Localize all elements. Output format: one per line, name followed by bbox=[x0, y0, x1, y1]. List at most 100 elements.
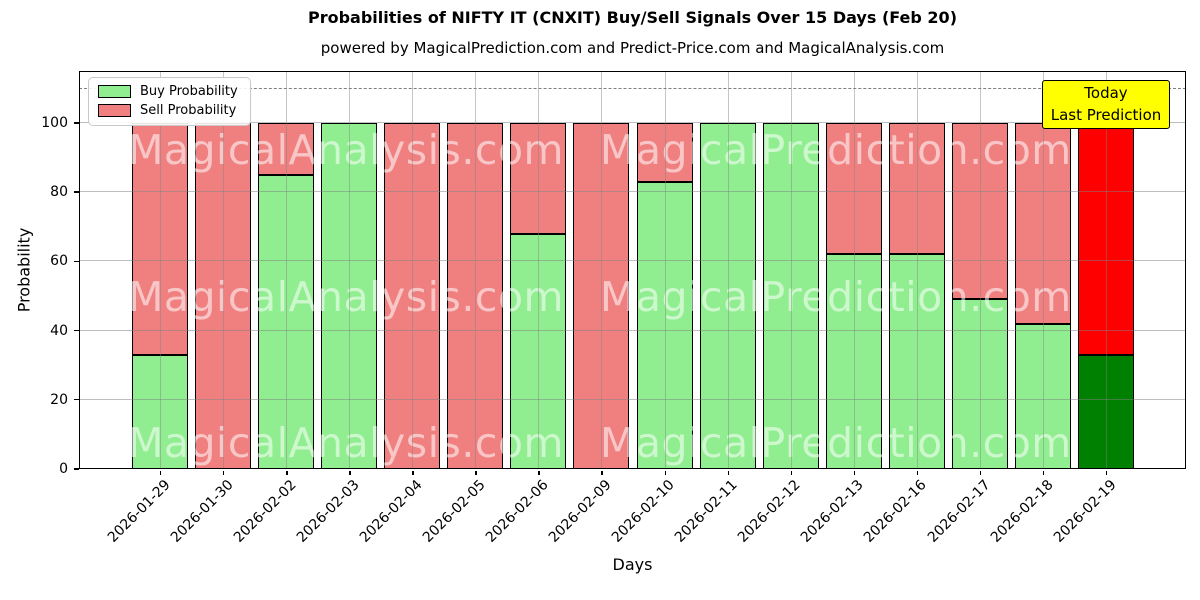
h-gridline bbox=[79, 191, 1186, 193]
v-gridline bbox=[601, 71, 603, 469]
v-gridline bbox=[664, 71, 666, 469]
bar-segment-sell bbox=[951, 122, 1008, 300]
x-tick-label: 2026-02-18 bbox=[987, 477, 1057, 546]
bar-segment-sell bbox=[132, 122, 188, 355]
x-tick-label: 2026-02-17 bbox=[924, 477, 994, 546]
h-gridline bbox=[79, 260, 1186, 262]
h-gridline bbox=[79, 329, 1186, 331]
v-gridline bbox=[979, 71, 981, 469]
x-tick-mark bbox=[1042, 470, 1045, 475]
x-tick-mark bbox=[664, 470, 666, 475]
bar-segment-buy bbox=[699, 122, 756, 469]
bar-segment-buy bbox=[1014, 323, 1071, 469]
y-tick-label: 40 bbox=[50, 322, 68, 339]
x-tick-label: 2026-02-11 bbox=[672, 477, 741, 546]
today-annotation-line1: Today bbox=[1084, 83, 1128, 102]
x-tick-mark bbox=[349, 470, 351, 475]
x-tick-label: 2026-02-04 bbox=[356, 477, 426, 546]
x-tick-mark bbox=[223, 470, 225, 475]
x-tick-label: 2026-02-09 bbox=[545, 477, 615, 546]
x-tick-mark bbox=[160, 470, 162, 475]
x-tick-label: 2026-02-10 bbox=[609, 477, 678, 546]
y-tick-mark bbox=[74, 260, 79, 263]
v-gridline bbox=[1042, 71, 1044, 469]
watermark-right: MagicalPrediction.com bbox=[600, 126, 1072, 174]
v-gridline bbox=[349, 71, 351, 469]
x-tick-mark bbox=[286, 470, 288, 475]
x-tick-mark bbox=[412, 470, 414, 475]
watermark-left: MagicalAnalysis.com bbox=[128, 419, 564, 467]
x-tick-mark bbox=[790, 470, 793, 475]
bar-segment-buy bbox=[888, 254, 945, 469]
watermark-right: MagicalPrediction.com bbox=[600, 419, 1072, 467]
y-tick-label: 100 bbox=[41, 114, 68, 131]
x-tick-mark bbox=[1106, 470, 1108, 475]
watermark-left: MagicalAnalysis.com bbox=[128, 126, 564, 174]
bar-segment-sell bbox=[636, 122, 693, 182]
watermark-layer: MagicalAnalysis.com MagicalPrediction.com… bbox=[79, 71, 1186, 469]
v-gridline bbox=[475, 71, 477, 469]
chart-subtitle: powered by MagicalPrediction.com and Pre… bbox=[320, 39, 945, 57]
dashed-guide-line bbox=[79, 88, 1186, 90]
x-tick-mark bbox=[916, 470, 919, 475]
x-tick-label: 2026-02-02 bbox=[230, 477, 300, 546]
x-tick-label: 2026-02-03 bbox=[293, 477, 363, 546]
bar-segment-buy bbox=[132, 354, 188, 469]
legend-label-sell: Sell Probability bbox=[140, 103, 237, 118]
v-gridline bbox=[223, 71, 225, 469]
y-tick-label: 0 bbox=[59, 461, 68, 477]
bar-segment-buy bbox=[510, 233, 567, 469]
x-tick-label: 2026-02-12 bbox=[735, 477, 805, 546]
bar-segment-sell bbox=[1014, 122, 1071, 324]
x-tick-label: 2026-01-30 bbox=[167, 477, 237, 546]
bar-segment-sell bbox=[195, 122, 252, 469]
v-gridline bbox=[790, 71, 792, 469]
v-gridline bbox=[727, 71, 729, 469]
x-axis-label: Days bbox=[612, 555, 653, 574]
v-gridline bbox=[286, 71, 288, 469]
legend-label-buy: Buy Probability bbox=[140, 84, 238, 99]
legend-item-buy: Buy Probability bbox=[98, 85, 238, 98]
x-tick-label: 2026-02-13 bbox=[798, 477, 868, 546]
x-tick-label: 2026-02-16 bbox=[861, 477, 931, 546]
today-annotation-line2: Last Prediction bbox=[1050, 105, 1162, 124]
x-tick-mark bbox=[475, 470, 477, 475]
grid-layer bbox=[79, 71, 1186, 469]
x-tick-label: 2026-01-29 bbox=[104, 477, 174, 546]
x-tick-label: 2026-02-19 bbox=[1050, 477, 1120, 546]
y-tick-mark bbox=[74, 468, 79, 470]
sell-swatch-icon bbox=[98, 104, 131, 117]
watermark-left: MagicalAnalysis.com bbox=[128, 273, 564, 321]
legend: Buy Probability Sell Probability bbox=[88, 77, 251, 126]
y-tick-mark bbox=[74, 122, 79, 124]
y-tick-label: 60 bbox=[50, 253, 68, 270]
today-annotation: Today Last Prediction bbox=[1042, 80, 1170, 129]
bar-segment-buy bbox=[258, 174, 315, 469]
v-gridline bbox=[160, 71, 161, 469]
plot-area: MagicalAnalysis.com MagicalPrediction.com… bbox=[79, 71, 1186, 469]
bar-segment-sell bbox=[384, 122, 441, 469]
y-tick-label: 80 bbox=[50, 184, 68, 201]
x-tick-mark bbox=[853, 470, 856, 475]
v-gridline bbox=[1106, 71, 1108, 469]
h-gridline bbox=[79, 398, 1186, 400]
x-tick-mark bbox=[979, 470, 982, 475]
v-gridline bbox=[538, 71, 540, 469]
v-gridline bbox=[412, 71, 414, 469]
chart-title: Probabilities of NIFTY IT (CNXIT) Buy/Se… bbox=[307, 8, 957, 27]
buy-swatch-icon bbox=[98, 85, 131, 98]
bar-segment-sell bbox=[447, 122, 504, 469]
bar-segment-sell bbox=[1078, 122, 1135, 355]
y-tick-mark bbox=[74, 191, 79, 193]
bar-segment-buy bbox=[825, 254, 882, 469]
v-gridline bbox=[853, 71, 855, 469]
bar-segment-sell bbox=[258, 122, 315, 175]
x-tick-mark bbox=[538, 470, 540, 475]
bar-segment-sell bbox=[510, 122, 567, 234]
v-gridline bbox=[916, 71, 918, 469]
bar-segment-buy bbox=[951, 299, 1008, 469]
x-tick-label: 2026-02-06 bbox=[482, 477, 552, 546]
y-tick-mark bbox=[74, 399, 79, 401]
bar-segment-buy bbox=[1078, 354, 1135, 469]
x-tick-mark bbox=[727, 470, 730, 475]
